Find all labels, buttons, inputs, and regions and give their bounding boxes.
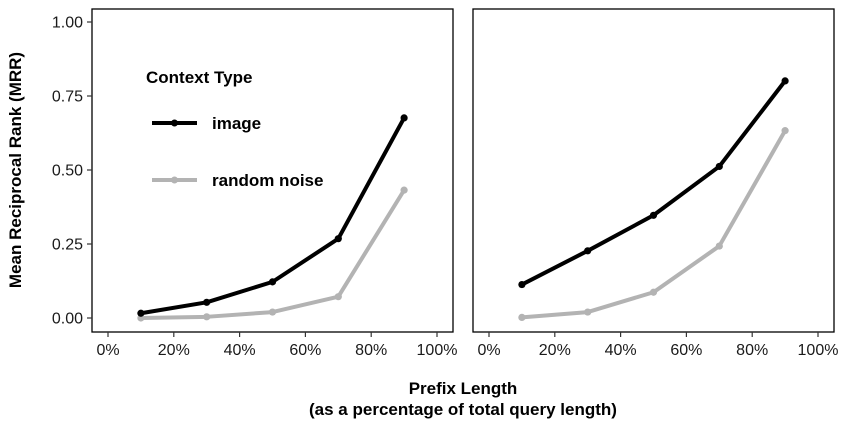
panel-2-point-random-noise-70 (715, 242, 723, 250)
panel-2-x-tick-label-20: 20% (539, 342, 571, 359)
panel-2-x-tick-label-80: 80% (736, 342, 768, 359)
panel-1-point-random-noise-70 (334, 293, 342, 301)
y-tick-label-0: 0.00 (52, 311, 83, 328)
x-axis-title-line1: Prefix Length (409, 379, 518, 398)
panel-2-point-random-noise-90 (781, 127, 789, 135)
panel-1-line-random-noise (138, 188, 407, 320)
legend-label-image: image (212, 114, 261, 133)
panel-1-point-image-70 (334, 235, 342, 243)
legend-title: Context Type (146, 68, 252, 87)
panel-2-point-random-noise-10 (518, 313, 526, 322)
panel-1-point-image-90 (400, 114, 408, 122)
panel-1-x-tick-label-60: 60% (289, 342, 321, 359)
panel-2-point-random-noise-50 (649, 288, 658, 296)
panel-2-point-image-90 (781, 77, 789, 85)
panel-1-x-tick-label-80: 80% (355, 342, 387, 359)
y-axis-title: Mean Reciprocal Rank (MRR) (6, 52, 25, 288)
panel-2-point-image-70 (715, 162, 723, 171)
y-tick-label-0.5: 0.50 (52, 163, 83, 180)
panel-2-point-random-noise-30 (584, 308, 592, 316)
legend-marker-image (171, 119, 178, 127)
panel-2: 0% 20% 40% 60% 80% 100% (472, 8, 839, 359)
legend-label-random-noise: random noise (212, 171, 323, 190)
panel-1-point-image-50 (268, 278, 277, 286)
panel-1-point-random-noise-50 (268, 308, 277, 316)
y-tick-label-0.75: 0.75 (52, 89, 83, 106)
panel-2-x-tick-label-100: 100% (798, 342, 839, 359)
y-tick-label-0.25: 0.25 (52, 237, 83, 254)
panel-1-point-random-noise-30 (203, 313, 211, 321)
legend: Context Type image random noise (146, 68, 323, 190)
panel-2-x-tick-label-60: 60% (670, 342, 702, 359)
y-tick-label-1: 1.00 (52, 15, 83, 32)
panel-2-point-image-10 (518, 280, 526, 289)
panels-layer: 0% 20% 40% 60% 80% 100%0.000.250.500.751.000%… (52, 8, 839, 359)
panel-1-point-image-10 (137, 309, 145, 317)
panel-1-x-tick-label-100: 100% (417, 342, 458, 359)
panel-2-line-image (519, 78, 788, 287)
panel-1: 0% 20% 40% 60% 80% 100% 0.00 0.25 0.50 0.75 1.00 (52, 8, 458, 359)
panel-2-x-tick-label-40: 40% (605, 342, 637, 359)
panel-1-x-tick-label-40: 40% (224, 342, 256, 359)
panel-1-x-tick-label-20: 20% (158, 342, 190, 359)
panel-1-point-image-30 (203, 298, 211, 306)
panel-1-x-tick-label-0: 0% (96, 342, 119, 359)
panel-2-x-tick-label-0: 0% (477, 342, 500, 359)
legend-marker-random-noise (171, 176, 178, 184)
panel-2-point-image-50 (649, 211, 658, 219)
x-axis-title-line2: (as a percentage of total query length) (309, 400, 617, 419)
panel-2-frame (472, 8, 835, 333)
panel-2-point-image-30 (584, 247, 592, 255)
panel-1-point-random-noise-90 (400, 186, 408, 194)
